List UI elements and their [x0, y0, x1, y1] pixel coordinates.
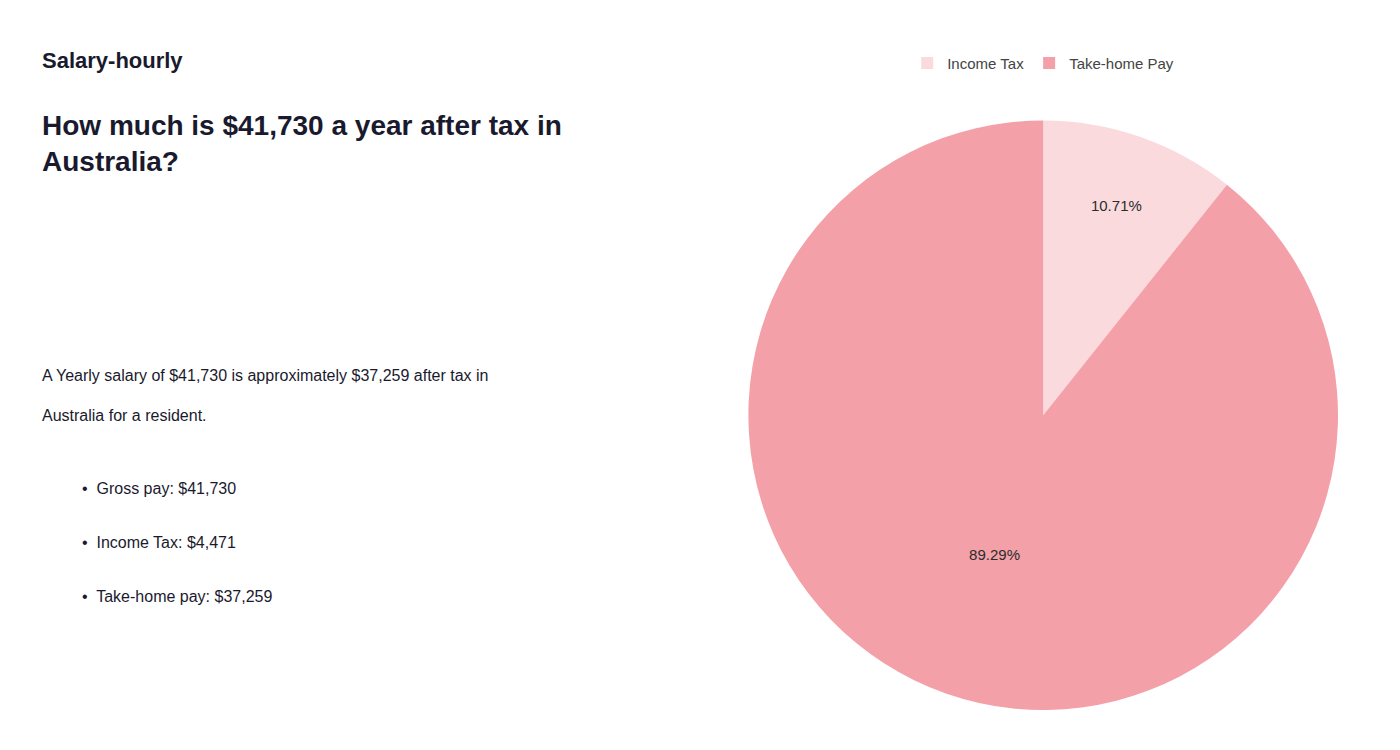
svg-text:Salary-hourly: Salary-hourly: [42, 48, 183, 73]
svg-text:How much is $41,730 a year aft: How much is $41,730 a year after tax inA…: [42, 110, 562, 177]
svg-text:89.29%: 89.29%: [969, 546, 1020, 563]
svg-text:A Yearly salary of $41,730 is: A Yearly salary of $41,730 is approximat…: [42, 367, 489, 384]
svg-text:Take-home Pay: Take-home Pay: [1069, 55, 1174, 72]
svg-text:• Income Tax: $4,471: • Income Tax: $4,471: [82, 534, 236, 551]
svg-text:10.71%: 10.71%: [1091, 197, 1142, 214]
svg-text:• Gross pay: $41,730: • Gross pay: $41,730: [82, 480, 236, 497]
svg-text:Income Tax: Income Tax: [947, 55, 1024, 72]
svg-text:• Take-home pay: $37,259: • Take-home pay: $37,259: [82, 588, 272, 605]
svg-text:Australia for a resident.: Australia for a resident.: [42, 407, 207, 424]
